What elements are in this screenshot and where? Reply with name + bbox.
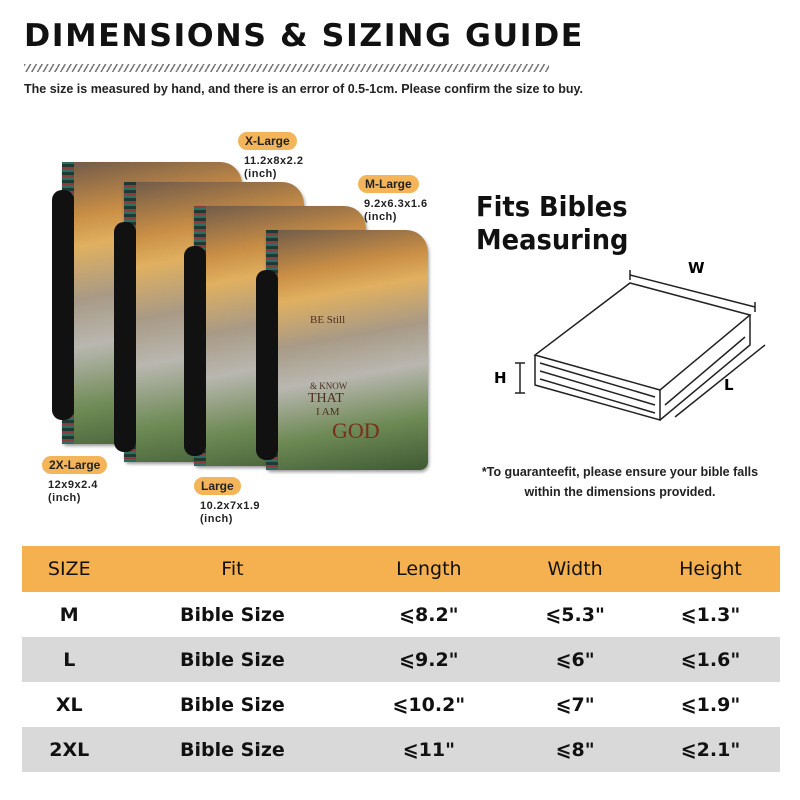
cell-fit: Bible Size: [116, 637, 349, 682]
cell-length: ⩽9.2": [348, 637, 510, 682]
cell-length: ⩽10.2": [392, 693, 466, 716]
cell-height: ⩽1.9": [680, 693, 741, 716]
cell-width: ⩽7": [555, 693, 595, 716]
cell-width: ⩽5.3": [545, 603, 605, 626]
cell-height: ⩽1.3": [680, 603, 741, 626]
cell-length: ⩽11": [348, 727, 510, 772]
page-title: DIMENSIONS & SIZING GUIDE: [24, 18, 584, 54]
table-row: 2XL Bible Size ⩽11" ⩽8" ⩽2.1": [22, 727, 780, 772]
cell-width: ⩽8": [509, 727, 641, 772]
book-dimension-diagram: W H L: [494, 259, 766, 421]
size-label-xlarge: X-Large 11.2x8x2.2 (inch): [238, 132, 303, 181]
header-length: Length: [348, 546, 510, 592]
width-label: W: [688, 259, 705, 277]
cover-text: & KNOW: [310, 381, 348, 391]
cover-text: BE Still: [310, 314, 346, 326]
cell-length: ⩽8.2": [399, 603, 459, 626]
header-height: Height: [640, 546, 780, 592]
cell-size: 2XL: [22, 727, 117, 772]
cover-text: I AM: [316, 406, 340, 418]
table-row: M Bible Size ⩽8.2" ⩽5.3" ⩽1.3": [22, 592, 780, 637]
height-label: H: [494, 369, 507, 387]
cell-size: M: [59, 603, 79, 626]
cell-fit: Bible Size: [180, 603, 285, 626]
cell-height: ⩽1.6": [640, 637, 780, 682]
length-label: L: [724, 376, 734, 394]
header-size: SIZE: [22, 546, 117, 592]
cell-fit: Bible Size: [116, 727, 349, 772]
size-table: SIZE Fit Length Width Height M Bible Size…: [22, 546, 780, 772]
hatch-divider: [24, 64, 549, 72]
book-cover-mlarge: BE Still & KNOW THAT I AM GOD: [256, 230, 428, 470]
table-row: XL Bible Size ⩽10.2" ⩽7" ⩽1.9": [22, 682, 780, 727]
header-width: Width: [509, 546, 641, 592]
cell-height: ⩽2.1": [640, 727, 780, 772]
size-label-2xlarge: 2X-Large 12x9x2.4 (inch): [42, 456, 108, 505]
cell-size: L: [22, 637, 117, 682]
cell-size: XL: [55, 693, 83, 716]
cell-width: ⩽6": [509, 637, 641, 682]
table-row: L Bible Size ⩽9.2" ⩽6" ⩽1.6": [22, 637, 780, 682]
size-label-large: Large 10.2x7x1.9 (inch): [194, 477, 260, 526]
size-label-mlarge: M-Large 9.2x6.3x1.6 (inch): [358, 175, 428, 224]
cover-text: GOD: [332, 418, 380, 443]
measurement-note: The size is measured by hand, and there …: [24, 82, 583, 96]
fits-title: Fits Bibles Measuring: [476, 190, 629, 256]
guarantee-note: *To guaranteefit, please ensure your bib…: [481, 465, 759, 499]
table-header: SIZE Fit Length Width Height: [22, 546, 780, 592]
cover-text: THAT: [308, 391, 344, 406]
header-fit: Fit: [116, 546, 349, 592]
cell-fit: Bible Size: [180, 693, 285, 716]
